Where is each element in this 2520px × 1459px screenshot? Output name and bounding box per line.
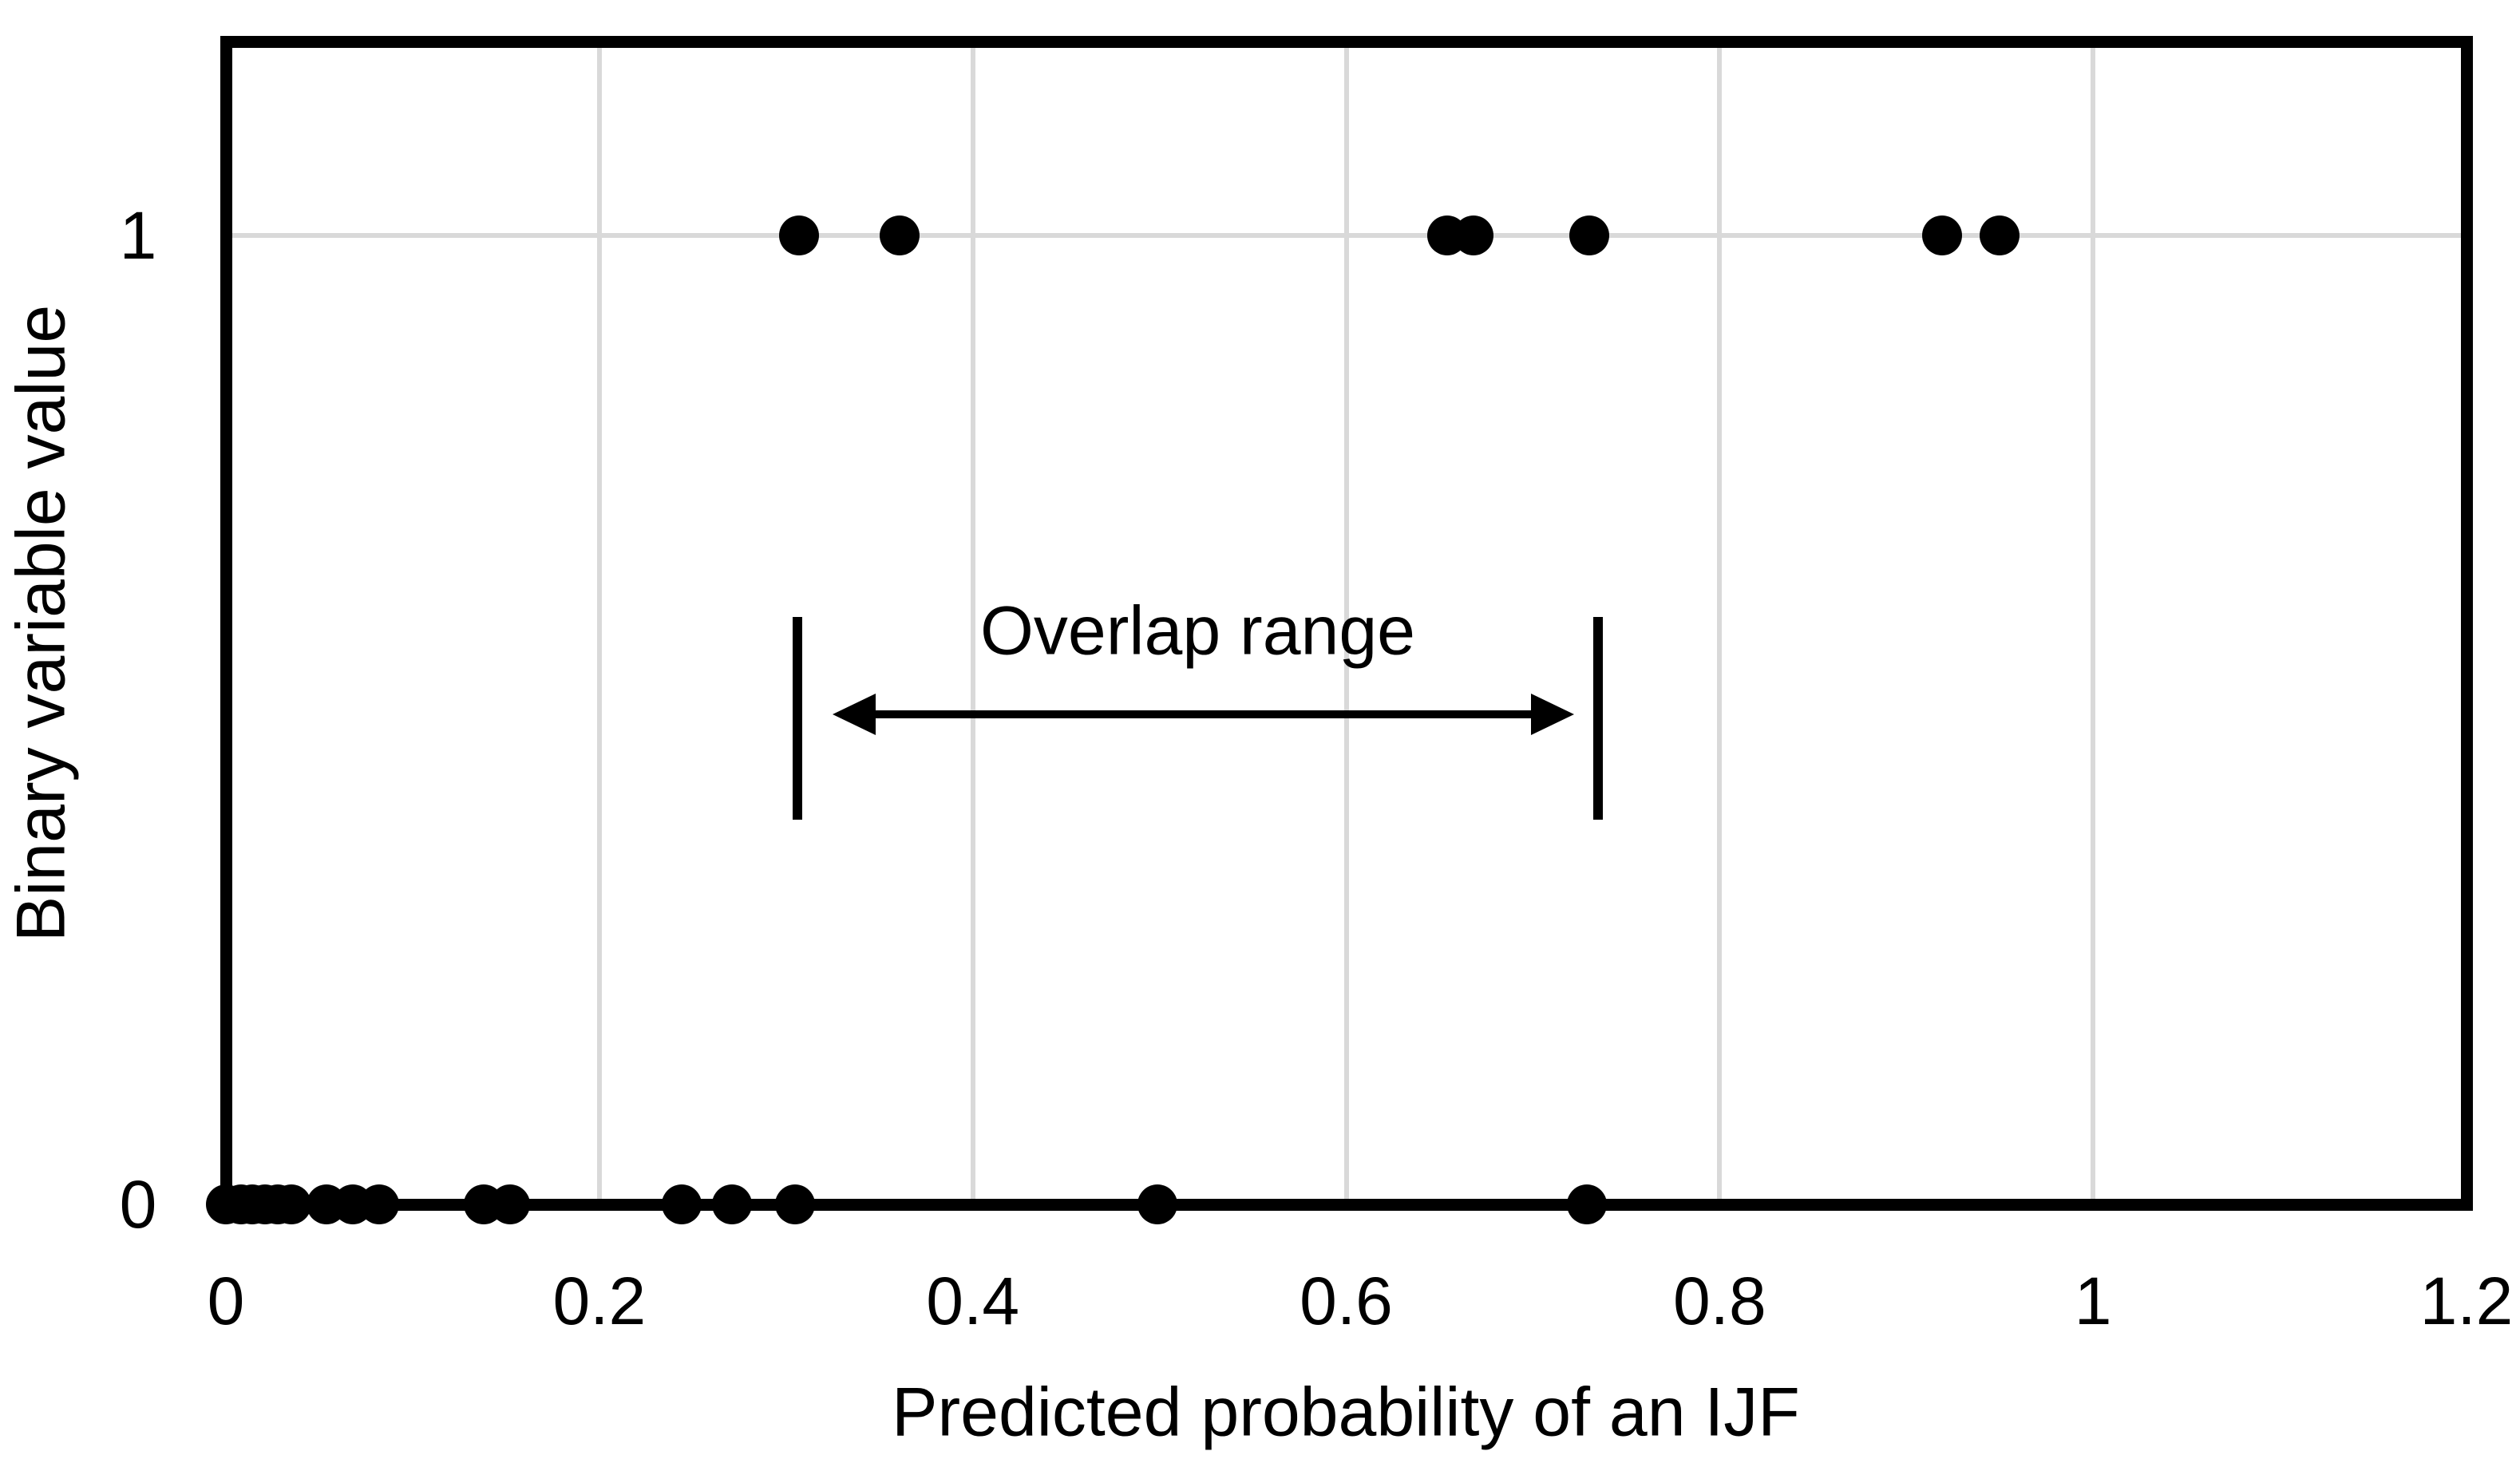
x-gridline <box>1343 47 1349 1199</box>
y-tick-label: 1 <box>119 197 157 273</box>
data-point <box>1980 215 2020 255</box>
x-tick-label: 0.6 <box>1300 1263 1393 1338</box>
x-gridline <box>1717 47 1723 1199</box>
data-point <box>1569 215 1609 255</box>
data-point <box>661 1184 702 1224</box>
data-point <box>1453 215 1493 255</box>
overlap-arrow-left-head <box>833 693 876 735</box>
data-point <box>489 1184 530 1224</box>
x-axis-title: Predicted probability of an IJF <box>892 1374 1800 1451</box>
x-tick-label: 0 <box>207 1263 245 1338</box>
y-tick-label: 0 <box>119 1167 157 1242</box>
data-point <box>1921 215 1962 255</box>
data-point <box>1567 1184 1608 1224</box>
data-point <box>775 1184 816 1224</box>
data-point <box>779 215 820 255</box>
overlap-arrow-shaft <box>869 710 1537 718</box>
data-point <box>711 1184 752 1224</box>
x-tick-label: 1.2 <box>2419 1263 2514 1338</box>
x-gridline <box>2091 47 2096 1199</box>
x-gridline <box>970 47 975 1199</box>
overlap-range-label: Overlap range <box>980 592 1416 670</box>
x-tick-label: 0.8 <box>1672 1263 1766 1338</box>
y-axis-title: Binary variable value <box>2 304 80 943</box>
x-gridline <box>596 47 602 1199</box>
data-point <box>1137 1184 1178 1224</box>
overlap-left-bar <box>792 617 802 820</box>
y-gridline <box>231 232 2461 238</box>
x-tick-label: 0.4 <box>926 1263 1020 1338</box>
overlap-arrow-right-head <box>1530 693 1574 735</box>
x-tick-label: 0.2 <box>552 1263 647 1338</box>
data-point <box>880 215 920 255</box>
x-tick-label: 1 <box>2074 1263 2112 1338</box>
data-point <box>358 1184 399 1224</box>
overlap-right-bar <box>1593 617 1604 820</box>
data-point <box>271 1184 311 1224</box>
